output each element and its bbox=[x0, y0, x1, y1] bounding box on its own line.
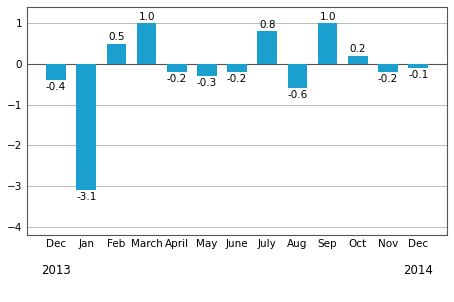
Text: 0.8: 0.8 bbox=[259, 20, 276, 30]
Bar bbox=[378, 64, 398, 72]
Text: 2014: 2014 bbox=[403, 264, 433, 277]
Text: -0.2: -0.2 bbox=[378, 74, 398, 84]
Bar bbox=[227, 64, 247, 72]
Text: -0.1: -0.1 bbox=[408, 70, 428, 80]
Text: -0.2: -0.2 bbox=[167, 74, 187, 84]
Text: 2013: 2013 bbox=[41, 264, 71, 277]
Text: -3.1: -3.1 bbox=[76, 192, 96, 202]
Text: -0.6: -0.6 bbox=[287, 90, 308, 100]
Text: 1.0: 1.0 bbox=[320, 11, 336, 22]
Bar bbox=[137, 23, 156, 64]
Text: 0.5: 0.5 bbox=[108, 32, 125, 42]
Bar bbox=[288, 64, 307, 88]
Bar bbox=[408, 64, 428, 68]
Bar bbox=[167, 64, 187, 72]
Text: -0.3: -0.3 bbox=[197, 78, 217, 88]
Text: -0.4: -0.4 bbox=[46, 82, 66, 92]
Bar bbox=[76, 64, 96, 190]
Bar bbox=[348, 56, 368, 64]
Bar bbox=[107, 43, 126, 64]
Text: -0.2: -0.2 bbox=[227, 74, 247, 84]
Bar bbox=[318, 23, 337, 64]
Text: 0.2: 0.2 bbox=[350, 44, 366, 54]
Bar bbox=[197, 64, 217, 76]
Bar bbox=[257, 31, 277, 64]
Bar bbox=[46, 64, 66, 80]
Text: 1.0: 1.0 bbox=[138, 11, 155, 22]
